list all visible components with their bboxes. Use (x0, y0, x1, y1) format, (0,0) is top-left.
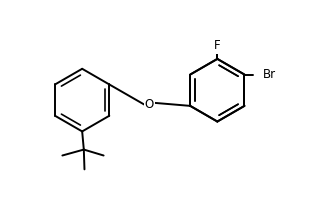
Text: O: O (144, 98, 154, 111)
Text: F: F (214, 40, 221, 53)
Text: Br: Br (263, 68, 276, 81)
Text: F: F (214, 39, 221, 52)
